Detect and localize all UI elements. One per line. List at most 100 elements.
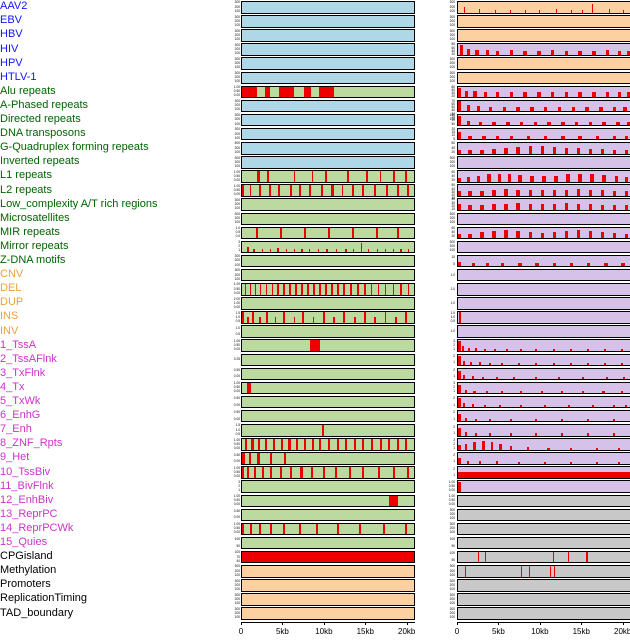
- data-mark: [624, 191, 629, 196]
- y-tick-label: 2: [238, 484, 240, 489]
- y-tick-labels-right: 300 200 100: [437, 593, 455, 606]
- data-mark: [561, 391, 564, 394]
- data-mark: [466, 105, 471, 112]
- y-tick-label: 0.00: [233, 502, 240, 507]
- y-tick-label: 0.00: [233, 474, 240, 479]
- y-tick-labels-right: 1.00 0.50 0.00: [437, 494, 455, 508]
- data-mark: [488, 433, 492, 436]
- y-tick-label: 1.00: [233, 183, 240, 188]
- y-tick-label: 0.50: [233, 469, 240, 474]
- y-tick-labels-right: 60 40 20: [437, 142, 455, 155]
- y-tick-label: 3: [238, 479, 240, 484]
- data-mark: [564, 203, 569, 210]
- data-mark: [301, 284, 303, 295]
- data-mark: [602, 122, 606, 126]
- data-mark: [552, 190, 557, 196]
- data-mark: [295, 284, 297, 295]
- data-mark: [518, 263, 522, 267]
- y-tick-label: 0.50: [233, 396, 240, 401]
- y-tick-label: 20: [451, 126, 455, 131]
- data-mark: [473, 441, 477, 450]
- y-tick-label: 1: [453, 402, 455, 407]
- data-mark: [576, 229, 581, 239]
- y-tick-label: 100: [449, 220, 455, 225]
- data-mark: [506, 121, 510, 126]
- data-mark: [458, 116, 462, 126]
- data-mark: [362, 185, 365, 196]
- data-mark: [587, 419, 590, 422]
- y-tick-label: 50: [236, 543, 240, 548]
- data-mark: [554, 175, 558, 182]
- track-panel-right: [457, 339, 630, 352]
- data-mark: [495, 377, 498, 380]
- data-mark: [470, 362, 473, 365]
- axis-tick: [581, 622, 583, 626]
- track-panel-right: [457, 113, 630, 127]
- track-panel-left: [241, 15, 415, 28]
- track-panel-right: [457, 409, 630, 423]
- y-tick-label: 100: [234, 163, 240, 168]
- data-mark: [352, 249, 355, 253]
- data-mark: [595, 136, 600, 140]
- y-tick-label: 200: [449, 596, 455, 601]
- data-mark: [458, 398, 461, 408]
- data-mark: [310, 467, 313, 478]
- y-tick-label: 15: [451, 130, 455, 135]
- y-tick-label: 10: [451, 207, 455, 211]
- y-tick-labels-left: 300 200 100: [222, 198, 240, 211]
- data-mark: [473, 390, 476, 394]
- data-mark: [466, 120, 471, 126]
- data-mark: [248, 453, 251, 464]
- data-mark: [367, 249, 369, 253]
- data-mark: [353, 439, 356, 450]
- y-tick-label: 200: [234, 272, 240, 277]
- track-label: 4_Tx: [0, 380, 25, 393]
- y-tick-label: 200: [234, 610, 240, 615]
- data-mark: [488, 362, 492, 365]
- data-mark: [464, 431, 467, 436]
- track-label: Alu repeats: [0, 84, 56, 97]
- data-mark: [242, 453, 246, 464]
- y-tick-label: 0.50: [233, 498, 240, 503]
- data-mark: [540, 232, 545, 239]
- data-mark: [518, 461, 521, 464]
- track-label: 15_Quies: [0, 536, 48, 549]
- data-mark: [392, 171, 395, 182]
- y-tick-labels-right: 1.00 0.50 0.00: [437, 480, 455, 493]
- track-panel-right: [457, 466, 630, 479]
- track-panel-right: [457, 297, 630, 310]
- y-tick-label: 0.50: [448, 484, 455, 489]
- data-mark: [509, 419, 512, 422]
- data-mark: [600, 232, 605, 239]
- track-panel-left: [241, 395, 415, 409]
- data-mark: [311, 171, 314, 182]
- y-tick-label: 2: [453, 368, 455, 373]
- data-mark: [265, 86, 271, 98]
- track-panel-left: [241, 550, 415, 564]
- data-mark: [499, 444, 502, 450]
- y-tick-labels-left: 0.50 0.00: [222, 396, 240, 409]
- data-mark: [552, 147, 557, 154]
- data-mark: [501, 391, 504, 394]
- y-tick-label: 0.5: [235, 230, 240, 235]
- y-tick-label: 200: [449, 512, 455, 517]
- y-tick-labels-left: 1.0 0.5 0.0: [222, 226, 240, 240]
- data-mark: [518, 362, 521, 365]
- track-panel-right: [457, 254, 630, 268]
- track-panel-right: [457, 565, 630, 578]
- y-tick-label: 60: [451, 101, 455, 106]
- y-tick-labels-left: 300 200 100: [222, 579, 240, 592]
- track-panel-right: [457, 579, 630, 592]
- data-mark: [578, 91, 582, 98]
- data-mark: [540, 146, 545, 154]
- y-tick-label: 100: [449, 615, 455, 620]
- data-mark: [587, 263, 591, 267]
- data-mark: [492, 189, 496, 196]
- y-tick-label: 70: [236, 554, 240, 559]
- data-mark: [614, 176, 618, 182]
- track-panel-left: [241, 170, 415, 183]
- track-panel-left: [241, 156, 415, 169]
- data-mark: [587, 433, 590, 436]
- data-mark: [599, 107, 603, 112]
